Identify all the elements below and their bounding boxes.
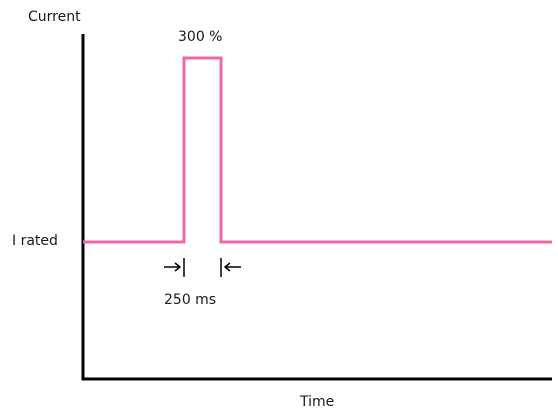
- pulse-width-label: 250 ms: [164, 292, 217, 308]
- x-axis-label: Time: [300, 394, 335, 410]
- right-arrow-icon: [223, 262, 241, 272]
- left-arrow-icon: [164, 262, 182, 272]
- rated-current-label: I rated: [12, 233, 58, 249]
- y-axis-label: Current: [28, 9, 81, 25]
- peak-current-label: 300 %: [178, 29, 223, 45]
- current-waveform: [83, 56, 552, 244]
